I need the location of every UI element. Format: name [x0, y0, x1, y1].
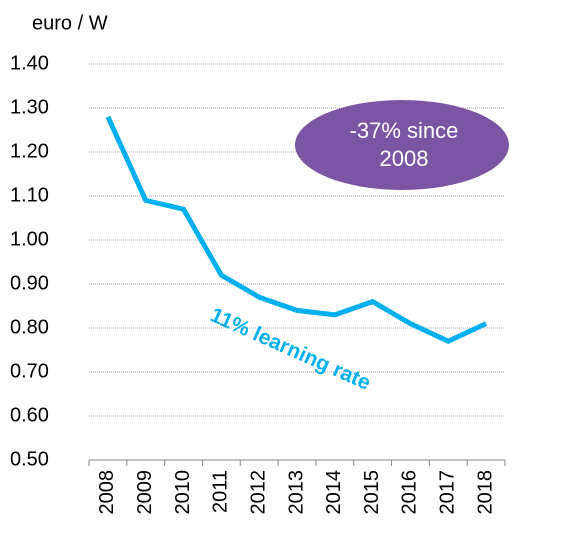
annotation-text: 2008: [380, 146, 429, 171]
x-tick-label: 2008: [96, 470, 118, 515]
y-tick-label: 1.20: [10, 140, 49, 162]
y-tick-label: 1.10: [10, 184, 49, 206]
annotation-text: 11% learning rate: [207, 303, 374, 394]
x-tick-label: 2009: [134, 470, 156, 515]
x-tick-label: 2016: [399, 470, 421, 515]
y-tick-label: 0.60: [10, 404, 49, 426]
y-tick-label: 1.40: [10, 52, 49, 74]
x-tick-label: 2011: [210, 470, 232, 513]
y-tick-label: 1.30: [10, 96, 49, 118]
x-tick-label: 2013: [285, 470, 307, 515]
x-tick-label: 2018: [474, 470, 496, 515]
x-tick-label: 2010: [172, 470, 194, 515]
x-tick-label: 2012: [247, 470, 269, 515]
x-tick-label: 2015: [361, 470, 383, 515]
annotation-text: -37% since: [350, 118, 459, 143]
y-tick-label: 0.80: [10, 316, 49, 338]
y-tick-label: 0.50: [10, 448, 49, 470]
y-tick-label: 0.70: [10, 360, 49, 382]
x-tick-label: 2017: [437, 470, 459, 515]
annotation-bubble: [295, 100, 509, 190]
x-tick-label: 2014: [323, 470, 345, 515]
y-axis-label: euro / W: [32, 12, 108, 34]
line: [105, 115, 488, 344]
y-tick-label: 1.00: [10, 228, 49, 250]
y-tick-label: 0.90: [10, 272, 49, 294]
